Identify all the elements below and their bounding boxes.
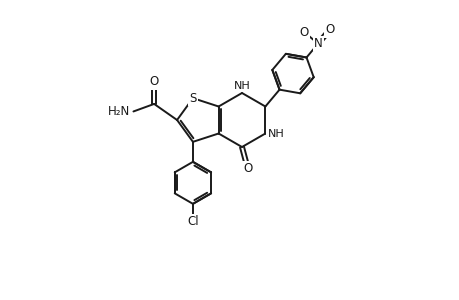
Text: N: N xyxy=(313,37,322,50)
Text: O: O xyxy=(242,162,252,175)
Text: NH: NH xyxy=(267,128,284,139)
Text: S: S xyxy=(189,92,196,105)
Text: H₂N: H₂N xyxy=(108,105,130,118)
Text: Cl: Cl xyxy=(187,215,198,228)
Text: O: O xyxy=(149,75,158,88)
Text: NH: NH xyxy=(233,81,250,91)
Text: O: O xyxy=(299,26,308,39)
Text: O: O xyxy=(325,23,334,36)
